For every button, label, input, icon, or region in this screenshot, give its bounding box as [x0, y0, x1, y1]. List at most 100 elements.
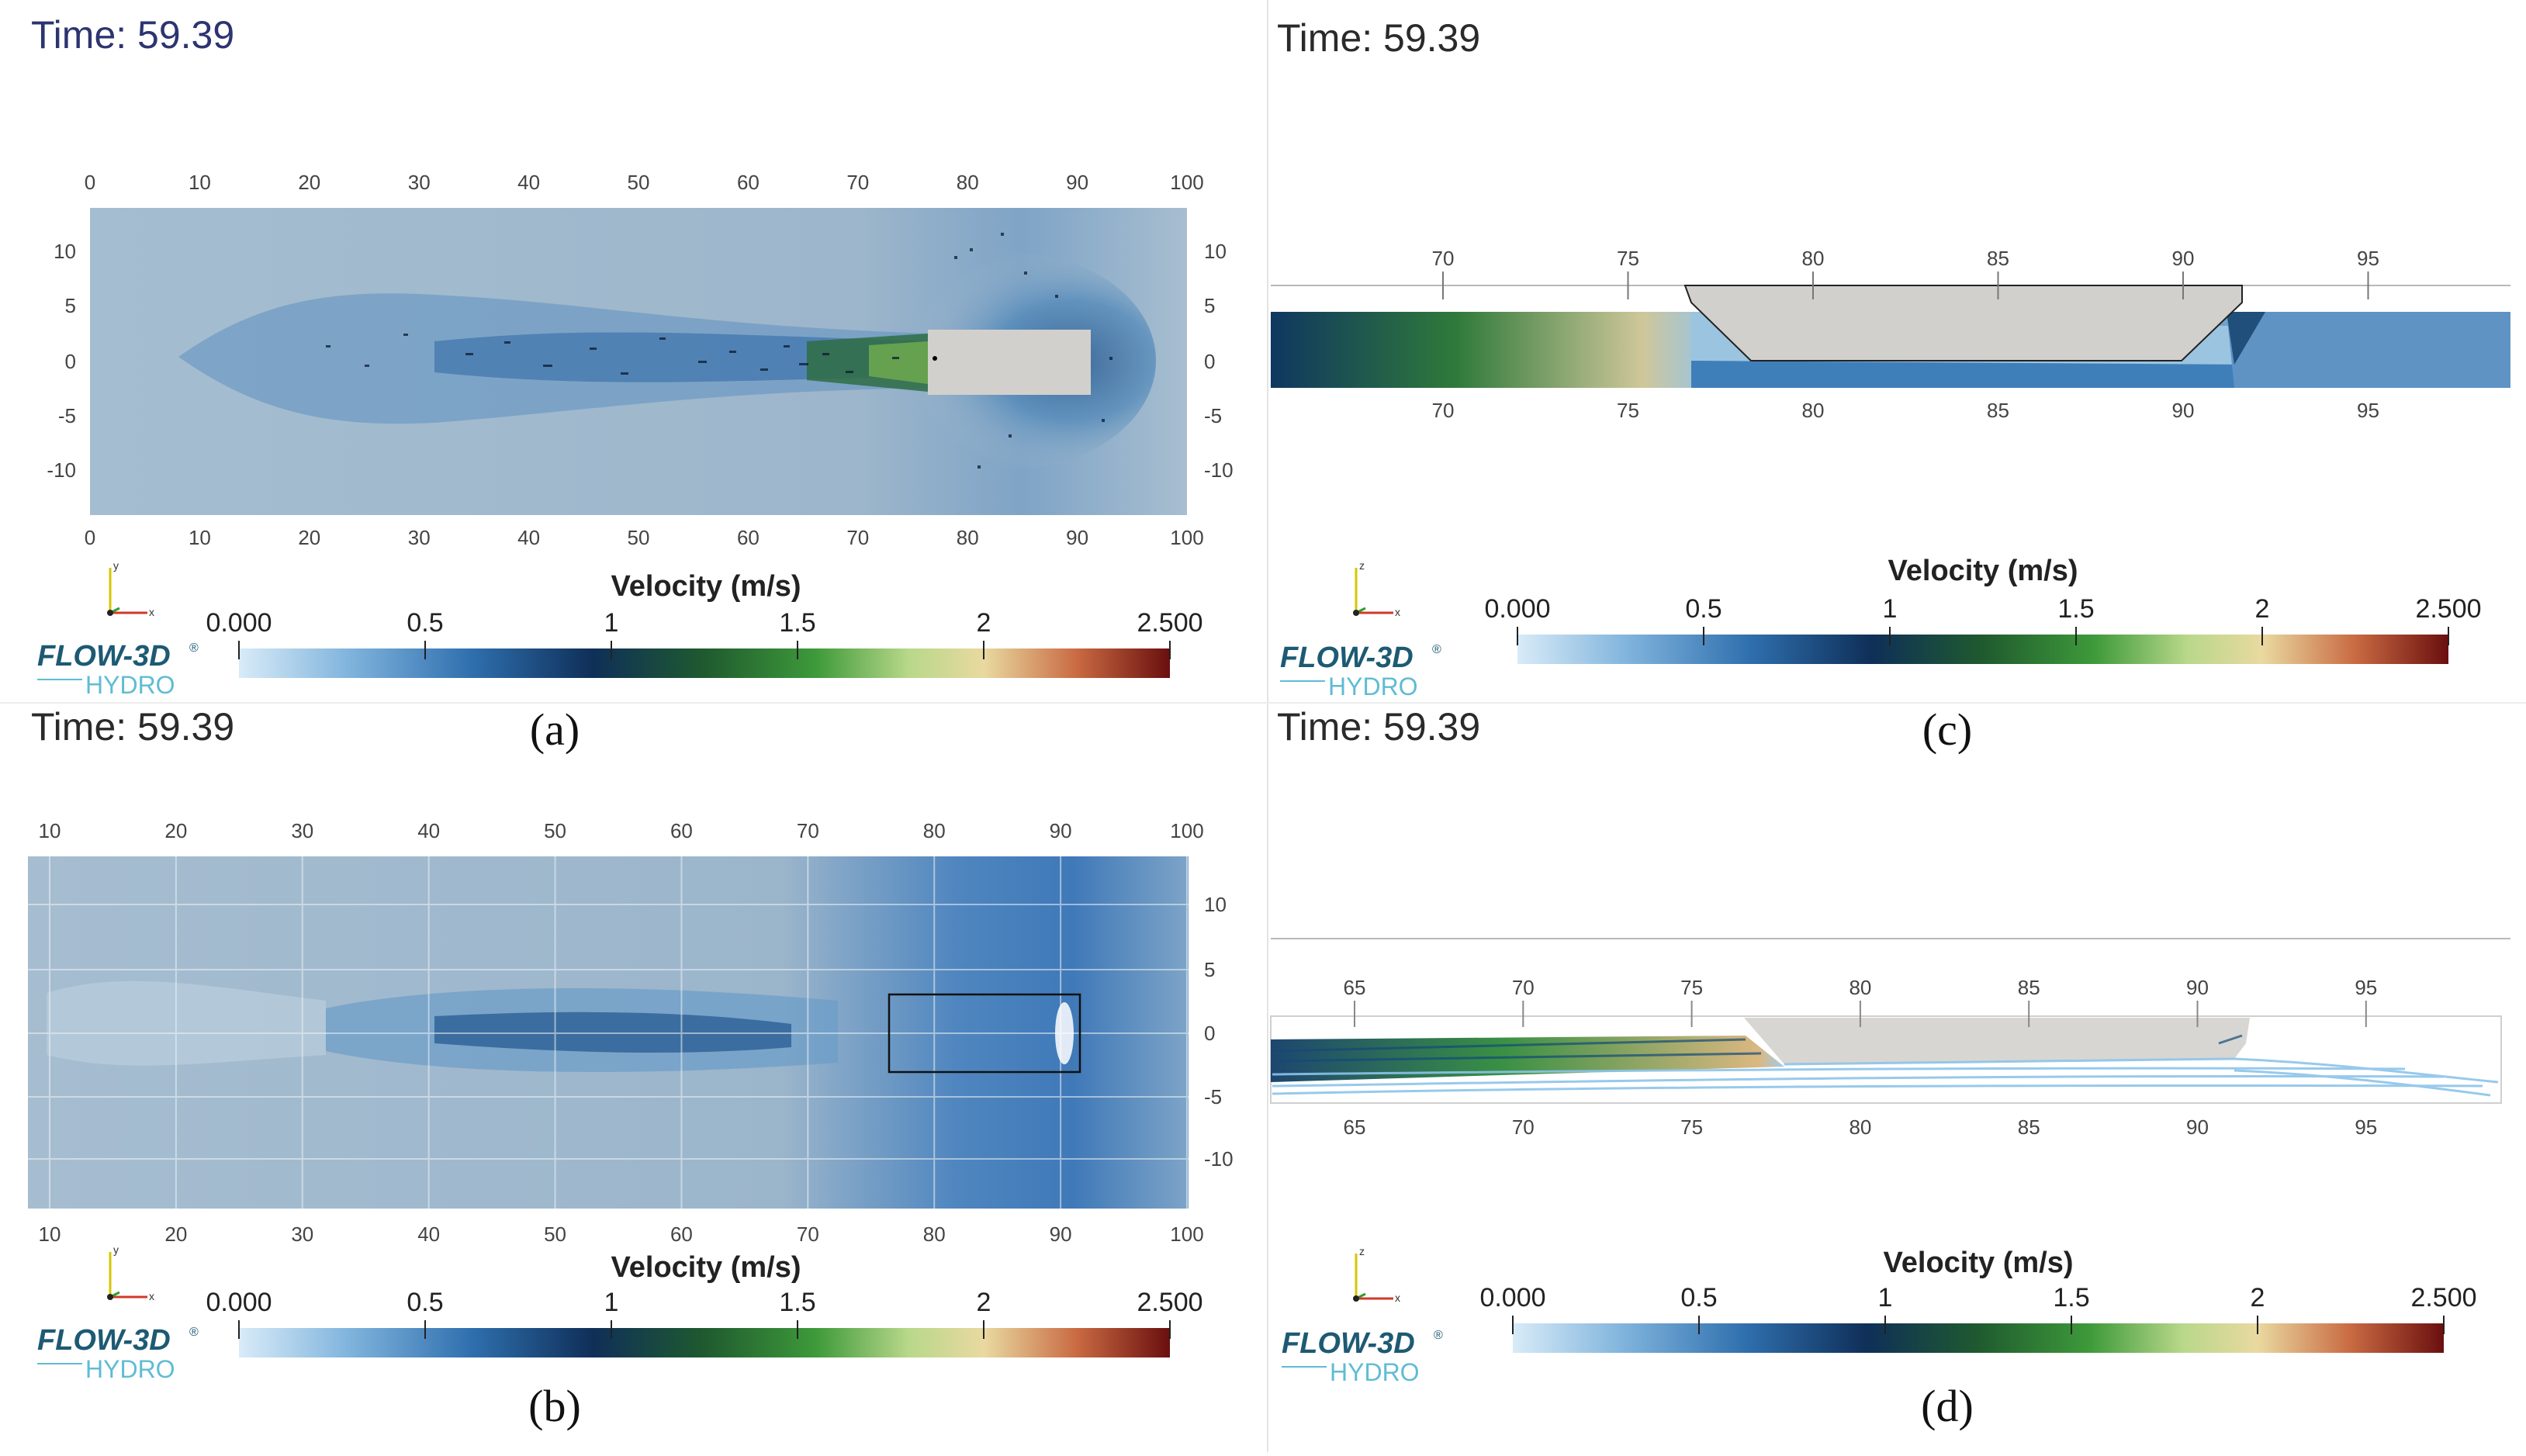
panel-b-xtick-top: 60	[670, 819, 693, 842]
colorbar-b: Velocity (m/s) 0.000 0.5 1 1.5 2 2.500	[206, 1251, 1203, 1357]
logo-main: FLOW-3D	[1282, 1327, 1415, 1360]
panel-a-xtick-top: 10	[189, 171, 211, 194]
logo-main: FLOW-3D	[1280, 642, 1414, 674]
colorbar-tick-label: 0.000	[1479, 1283, 1545, 1312]
panel-d-xtick-top: 80	[1849, 976, 1871, 999]
panel-d-xtick-top: 75	[1680, 976, 1703, 999]
flow3d-hydro-logo: FLOW-3D ® HYDRO	[1282, 1327, 1443, 1386]
axes-triad-icon: yx	[107, 1243, 154, 1302]
logo-sub: HYDRO	[85, 1355, 175, 1383]
panel-d-xtick-top: 95	[2355, 976, 2377, 999]
colorbar-tick-label: 2.500	[2415, 594, 2481, 624]
panel-b-ytick-right: -10	[1204, 1147, 1234, 1171]
panel-c-ticks: 70 70 75 75 80 80 85 85 90 90 95 95	[1432, 247, 2379, 422]
panel-a-xtick-top: 50	[628, 171, 650, 194]
panel-d-xtick-top: 65	[1344, 976, 1366, 999]
panel-d-time: Time: 59.39	[1277, 705, 1480, 749]
colorbar-title: Velocity (m/s)	[1888, 555, 2078, 587]
axis-label-vertical: y	[113, 1243, 119, 1256]
axis-label-x: x	[149, 1290, 154, 1302]
panel-c-xtick-bottom: 70	[1432, 399, 1455, 422]
panel-a-structure	[928, 330, 1091, 395]
logo-sup: ®	[1432, 643, 1441, 656]
axes-triad-icon: yx	[107, 559, 154, 618]
panel-a-xtick-top: 90	[1066, 171, 1088, 194]
panel-b-xtick-top: 90	[1050, 819, 1072, 842]
panel-a-xtick-bottom: 100	[1170, 526, 1203, 549]
colorbar-tick-label: 0.000	[206, 608, 272, 638]
colorbar-tick-label: 2	[977, 608, 991, 638]
panel-d-xtick-top: 70	[1512, 976, 1535, 999]
panel-b-ytick-right: 10	[1204, 893, 1227, 916]
panel-a-ytick-right: -5	[1204, 404, 1222, 427]
panel-b-xtick-bottom: 100	[1170, 1223, 1203, 1246]
panel-c-structure	[1683, 285, 2243, 361]
logo-sub: HYDRO	[1328, 673, 1418, 700]
colorbar-title: Velocity (m/s)	[611, 1251, 801, 1284]
panel-b-ytick-right: -5	[1204, 1085, 1222, 1108]
panel-d-xtick-bottom: 90	[2186, 1115, 2209, 1139]
colorbar-tick-label: 1.5	[2057, 594, 2094, 624]
axes-triad-icon: zx	[1353, 559, 1400, 618]
axis-label-vertical: y	[113, 559, 119, 572]
panel-b-xtick-top: 100	[1170, 819, 1203, 842]
panel-b-ticks: 1010202030304040505060607070808090901001…	[39, 819, 1234, 1246]
panel-c-xtick-top: 90	[2172, 247, 2195, 270]
panel-a-xtick-top: 70	[846, 171, 869, 194]
panel-a-ticks: 0010102020303040405050606070708080909010…	[47, 171, 1233, 549]
colorbar-tick-label: 1.5	[2053, 1283, 2089, 1312]
panel-a-xtick-top: 30	[408, 171, 431, 194]
panel-a-xtick-bottom: 60	[737, 526, 760, 549]
panel-a-ytick-right: 10	[1204, 240, 1227, 263]
panel-a-xtick-bottom: 90	[1066, 526, 1088, 549]
panel-c-xtick-top: 85	[1987, 247, 2009, 270]
panel-b-xtick-bottom: 40	[417, 1223, 440, 1246]
panel-d-xtick-bottom: 80	[1849, 1115, 1871, 1139]
panel-d-caption: (d)	[1921, 1381, 1974, 1431]
panel-a-ytick-right: 5	[1204, 294, 1215, 317]
panel-b-xtick-top: 30	[291, 819, 313, 842]
panel-a-time: Time: 59.39	[31, 13, 234, 57]
panel-c-xtick-top: 95	[2357, 247, 2379, 270]
colorbar-d: Velocity (m/s) 0.000 0.5 1 1.5 2 2.500	[1479, 1247, 2477, 1353]
panel-d: Time: 59.39 65 65 70 70 75 75 80 80 85 85 90 90 95 95…	[1270, 705, 2510, 1431]
panel-d-xtick-bottom: 95	[2355, 1115, 2377, 1139]
colorbar-title: Velocity (m/s)	[611, 570, 801, 603]
panel-a-xtick-bottom: 50	[628, 526, 650, 549]
colorbar-tick-label: 1.5	[779, 1288, 815, 1317]
panel-d-ticks: 65 65 70 70 75 75 80 80 85 85 90 90 95 95	[1344, 976, 2378, 1139]
colorbar-gradient	[1517, 635, 2448, 664]
colorbar-tick-label: 1	[1883, 594, 1898, 624]
panel-c-xtick-bottom: 80	[1802, 399, 1825, 422]
axis-label-x: x	[1395, 1292, 1400, 1304]
flow3d-hydro-logo: FLOW-3D ® HYDRO	[37, 640, 199, 699]
panel-b-plot	[28, 856, 1189, 1209]
panel-c-xtick-bottom: 75	[1617, 399, 1639, 422]
panel-d-xtick-top: 85	[2018, 976, 2040, 999]
panel-a-ytick-left: 5	[65, 294, 76, 317]
axis-label-vertical: z	[1359, 559, 1365, 572]
panel-a-ytick-left: -5	[58, 404, 76, 427]
colorbar-gradient	[239, 1328, 1170, 1357]
panel-c-xtick-top: 75	[1617, 247, 1639, 270]
logo-sup: ®	[189, 1326, 199, 1339]
panel-d-xtick-bottom: 75	[1680, 1115, 1703, 1139]
panel-a-xtick-bottom: 0	[85, 526, 95, 549]
logo-sub: HYDRO	[1330, 1358, 1420, 1386]
panel-b-xtick-bottom: 20	[164, 1223, 187, 1246]
panel-c-xtick-bottom: 90	[2172, 399, 2195, 422]
colorbar-tick-label: 1	[604, 608, 619, 638]
panel-c-xtick-top: 80	[1802, 247, 1825, 270]
logo-sub: HYDRO	[85, 671, 175, 699]
panel-a-xtick-bottom: 80	[957, 526, 979, 549]
panel-b-xtick-bottom: 60	[670, 1223, 693, 1246]
panel-a-ytick-left: -10	[47, 458, 76, 482]
colorbar-c: Velocity (m/s) 0.000 0.5 1 1.5 2 2.500	[1484, 555, 2482, 664]
logo-main: FLOW-3D	[37, 1324, 171, 1357]
panel-b: Time: 59.39 1010202030304040505060607070…	[28, 705, 1234, 1431]
colorbar-tick-label: 2	[2255, 594, 2270, 624]
panel-c-caption: (c)	[1922, 704, 1972, 755]
panel-a-xtick-bottom: 70	[846, 526, 869, 549]
panel-a-plot	[90, 208, 1187, 515]
panel-a-xtick-top: 60	[737, 171, 760, 194]
